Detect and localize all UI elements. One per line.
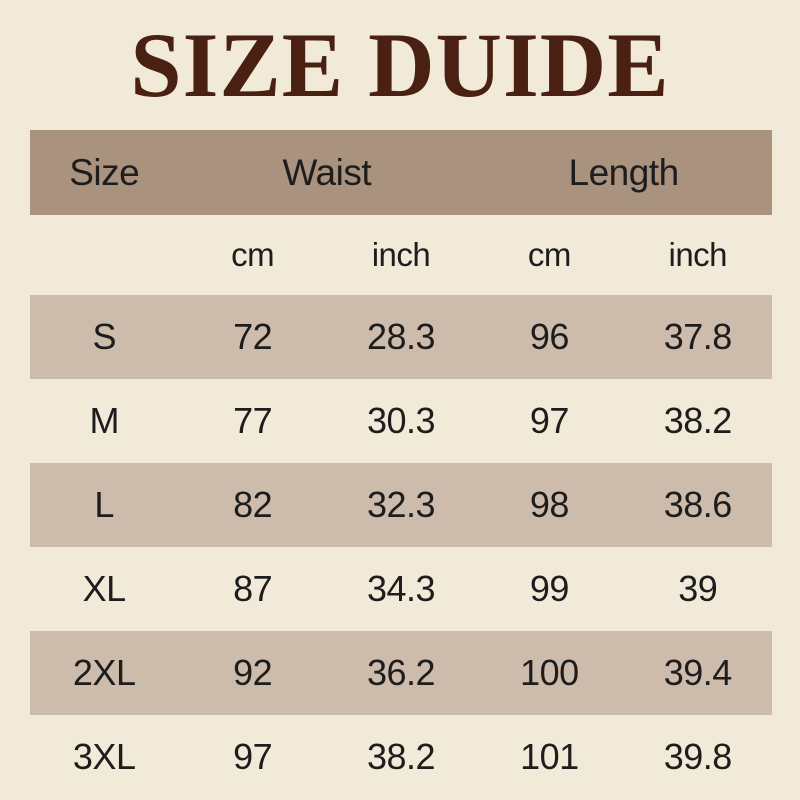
cell-size: L	[94, 484, 114, 525]
table-row: M 77 30.3 97 38.2	[30, 379, 772, 463]
cell-size: S	[92, 316, 116, 357]
table-header-row: Size Waist Length	[30, 130, 772, 215]
cell-waist-cm: 77	[233, 400, 273, 441]
header-waist: Waist	[282, 151, 372, 193]
cell-length-cm: 100	[520, 652, 579, 693]
cell-length-cm: 96	[529, 316, 570, 357]
cell-waist-inch: 32.3	[366, 484, 436, 525]
cell-size: 2XL	[72, 652, 136, 693]
cell-waist-inch: 36.2	[366, 652, 436, 693]
header-length: Length	[568, 151, 680, 193]
cell-size: XL	[82, 568, 127, 609]
table-row: S 72 28.3 96 37.8	[30, 295, 772, 379]
cell-length-inch: 39.4	[663, 652, 733, 693]
cell-length-inch: 37.8	[663, 316, 733, 357]
table-units-row: cm inch cm inch	[30, 215, 772, 295]
cell-length-inch: 39.8	[663, 736, 733, 777]
cell-waist-cm: 87	[233, 568, 273, 609]
table-row: XL 87 34.3 99 39	[30, 547, 772, 631]
cell-waist-cm: 97	[233, 736, 273, 777]
cell-length-cm: 98	[529, 484, 570, 525]
cell-waist-inch: 34.3	[366, 568, 436, 609]
cell-waist-inch: 30.3	[366, 400, 436, 441]
cell-waist-inch: 28.3	[366, 316, 436, 357]
cell-size: M	[89, 400, 119, 441]
units-waist-inch: inch	[371, 236, 431, 273]
units-length-cm: cm	[527, 236, 572, 273]
table-row: 3XL 97 38.2 101 39.8	[30, 715, 772, 799]
cell-length-inch: 38.2	[663, 400, 733, 441]
cell-waist-cm: 72	[233, 316, 273, 357]
page-title: SIZE DUIDE	[130, 14, 670, 116]
cell-waist-cm: 82	[233, 484, 273, 525]
cell-length-inch: 39	[678, 568, 718, 609]
cell-length-cm: 99	[529, 568, 570, 609]
units-waist-cm: cm	[231, 236, 275, 273]
table-row: 2XL 92 36.2 100 39.4	[30, 631, 772, 715]
cell-length-cm: 101	[520, 736, 579, 777]
cell-size: 3XL	[72, 736, 136, 777]
cell-waist-cm: 92	[233, 652, 273, 693]
cell-waist-inch: 38.2	[366, 736, 436, 777]
header-size: Size	[69, 151, 140, 193]
size-table: Size Waist Length cm inch cm inch S 72 2…	[30, 130, 772, 799]
cell-length-cm: 97	[529, 400, 570, 441]
table-row: L 82 32.3 98 38.6	[30, 463, 772, 547]
cell-length-inch: 38.6	[663, 484, 733, 525]
units-length-inch: inch	[668, 236, 728, 273]
